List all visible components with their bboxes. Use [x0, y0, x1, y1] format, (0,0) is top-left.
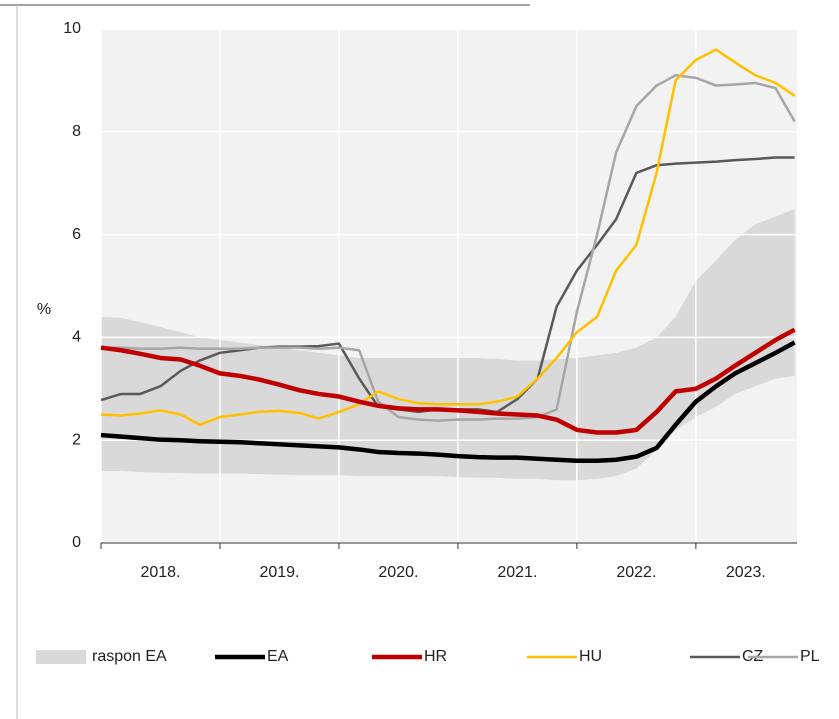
line-series [100, 48, 796, 427]
x-tick-label: 2020. [378, 564, 418, 581]
legend-swatch [36, 650, 86, 664]
x-tick-label: 2018. [140, 564, 180, 581]
x-tick-label: 2023. [726, 564, 766, 581]
y-tick-label: 4 [72, 329, 81, 346]
y-axis-label: % [37, 301, 51, 318]
y-tick-label: 10 [63, 20, 81, 37]
x-tick-label: 2021. [497, 564, 537, 581]
legend-label: EA [267, 648, 289, 665]
range-band [101, 208, 795, 481]
legend-label: HU [579, 648, 602, 665]
x-tick-label: 2019. [259, 564, 299, 581]
y-tick-label: 6 [72, 226, 81, 243]
legend-label: PL [800, 648, 820, 665]
line-series [100, 327, 796, 435]
line-series [100, 340, 796, 464]
y-tick-label: 2 [72, 431, 81, 448]
legend-label: raspon EA [92, 648, 167, 665]
x-tick-label: 2022. [616, 564, 656, 581]
y-tick-label: 8 [72, 123, 81, 140]
legend-label: HR [424, 648, 447, 665]
y-tick-label: 0 [72, 534, 81, 551]
